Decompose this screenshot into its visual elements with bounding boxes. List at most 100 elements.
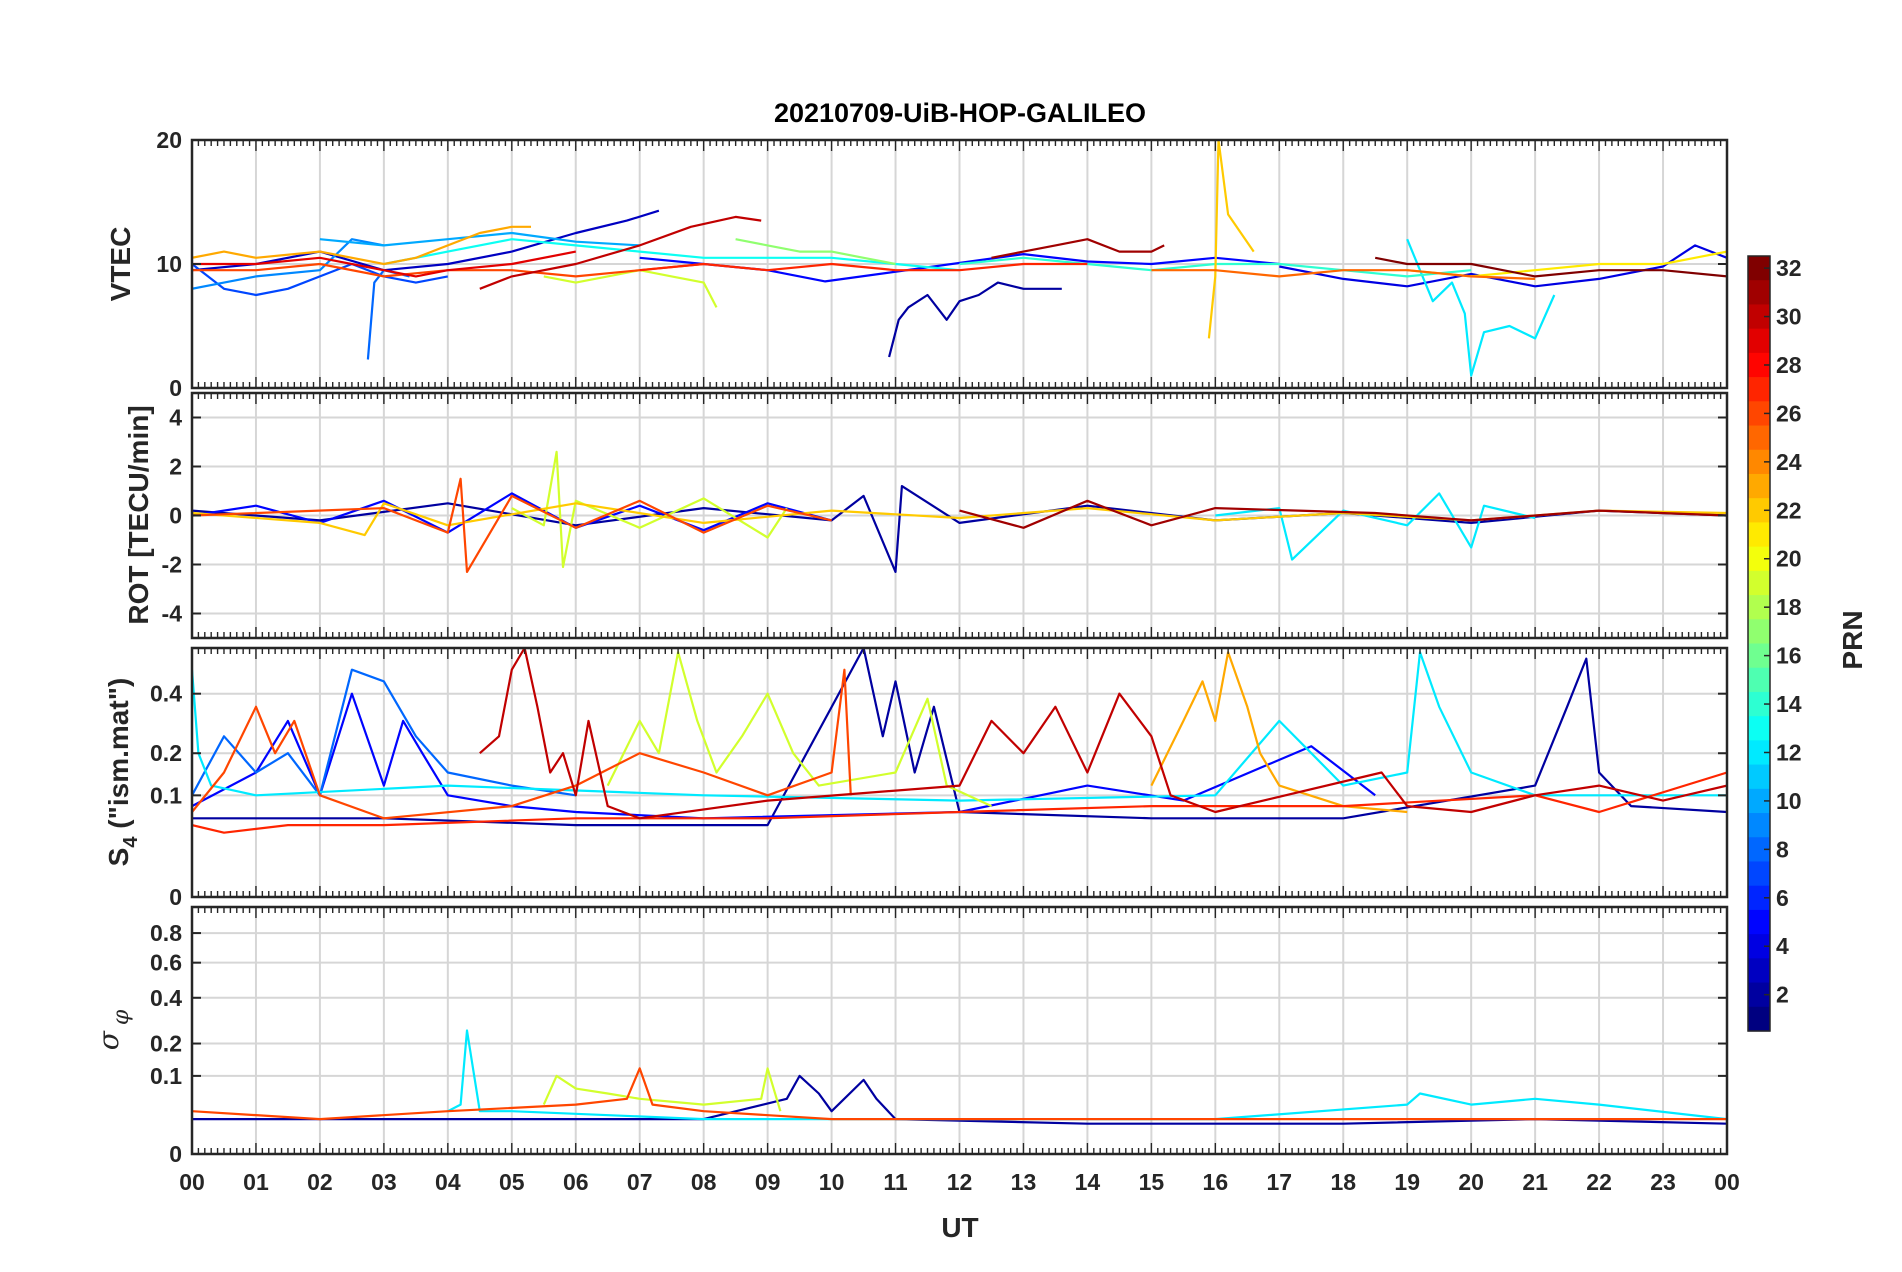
colorbar-segment: [1748, 788, 1770, 814]
x-tick-label: 00: [179, 1169, 205, 1195]
series-line-s4-prn-23: [1150, 651, 1408, 814]
x-tick-label: 16: [1203, 1169, 1229, 1195]
x-tick-label: 20: [1458, 1169, 1484, 1195]
colorbar-segment: [1748, 546, 1770, 572]
y-axis-label-vtec: VTEC: [105, 227, 136, 302]
x-tick-label: 22: [1586, 1169, 1612, 1195]
colorbar-segment: [1748, 256, 1770, 281]
series-line-vtec-prn-4: [1279, 244, 1727, 288]
x-tick-label: 17: [1266, 1169, 1292, 1195]
series-layer: [192, 140, 1727, 1125]
series-line-vtec-prn-31: [991, 238, 1165, 259]
colorbar-tick-label: 20: [1776, 546, 1802, 572]
series-line-s4-prn-8: [192, 668, 576, 797]
series-group-vtec: [192, 140, 1727, 377]
series-line-vtec-prn-8: [366, 269, 410, 360]
series-line-vtec-prn-7: [192, 262, 449, 297]
x-tick-label: 15: [1139, 1169, 1165, 1195]
colorbar-segment: [1748, 1006, 1770, 1032]
colorbar-tick-label: 24: [1776, 449, 1802, 475]
series-line-vtec-prn-30: [479, 215, 762, 290]
series-line-s4-prn-26: [192, 668, 852, 820]
x-tick-label: 21: [1522, 1169, 1548, 1195]
x-tick-label: 04: [435, 1169, 461, 1195]
y-tick-label: 0.1: [150, 1063, 182, 1089]
series-line-rot-prn-31: [959, 499, 1727, 529]
colorbar-segment: [1748, 691, 1770, 717]
series-line-s4-prn-12: [192, 651, 1727, 802]
y-tick-label: 0: [169, 1141, 182, 1167]
y-axis-label-s4-main: S: [103, 848, 134, 867]
y-axis-label-s4-rest: ("ism.mat"): [103, 678, 134, 837]
series-line-vtec-prn-17: [735, 238, 896, 266]
y-axis-label-sigma-phi: σφ: [92, 1009, 134, 1050]
series-line-sigma_phi-prn-26: [192, 1067, 1727, 1121]
series-line-vtec-prn-13: [383, 238, 960, 272]
colorbar-tick-label: 10: [1776, 788, 1802, 814]
y-tick-label: 0.6: [150, 950, 182, 976]
colorbar-segment: [1748, 885, 1770, 911]
colorbar-tick-label: 16: [1776, 643, 1802, 669]
series-line-rot-prn-19: [511, 450, 788, 569]
colorbar-segment: [1748, 280, 1770, 306]
x-tick-label: 19: [1394, 1169, 1420, 1195]
colorbar-segment: [1748, 328, 1770, 354]
colorbar-segment: [1748, 522, 1770, 548]
colorbar-segment: [1748, 570, 1770, 596]
y-axis-label-sigma: σ: [92, 1030, 125, 1050]
colorbar-segment: [1748, 667, 1770, 693]
series-line-vtec-prn-29: [192, 250, 577, 278]
tick-label-layer: 01020-4-202400.10.20.400.10.20.40.60.800…: [92, 127, 1740, 1195]
colorbar-segment: [1748, 958, 1770, 984]
series-line-vtec-prn-2: [888, 281, 1062, 358]
x-tick-label: 12: [947, 1169, 973, 1195]
colorbar-segment: [1748, 401, 1770, 427]
y-tick-label: 0: [169, 375, 182, 401]
colorbar-segment: [1748, 909, 1770, 935]
colorbar-segment: [1748, 425, 1770, 451]
x-tick-label: 06: [563, 1169, 589, 1195]
x-axis-label: UT: [941, 1212, 978, 1243]
y-tick-label: 10: [156, 251, 182, 277]
x-tick-label: 14: [1075, 1169, 1101, 1195]
x-tick-label: 08: [691, 1169, 717, 1195]
colorbar-frame: [1747, 255, 1771, 1032]
y-tick-label: 2: [169, 454, 182, 480]
y-tick-label: 0.8: [150, 920, 182, 946]
y-tick-label: 0: [169, 884, 182, 910]
series-line-vtec-prn-22: [1207, 140, 1255, 339]
colorbar-segment: [1748, 861, 1770, 887]
y-tick-label: 4: [169, 405, 182, 431]
colorbar-tick-label: 26: [1776, 400, 1802, 426]
y-tick-label: 0: [169, 503, 182, 529]
series-line-sigma_phi-prn-19: [542, 1067, 782, 1112]
chart-title: 20210709-UiB-HOP-GALILEO: [774, 98, 1146, 128]
colorbar-tick-label: 32: [1776, 255, 1802, 281]
colorbar-segment: [1748, 473, 1770, 499]
colorbar-segment: [1748, 377, 1770, 402]
series-group-sigma_phi: [192, 1029, 1727, 1125]
colorbar-tick-label: 12: [1776, 739, 1802, 765]
x-tick-label: 01: [243, 1169, 269, 1195]
x-tick-label: 23: [1650, 1169, 1676, 1195]
series-line-s4-prn-30: [479, 648, 1727, 820]
x-tick-label: 02: [307, 1169, 333, 1195]
colorbar-segment: [1748, 837, 1770, 863]
colorbar-tick-label: 18: [1776, 594, 1802, 620]
y-tick-label: -4: [162, 601, 183, 627]
series-line-vtec-prn-10: [319, 231, 640, 247]
series-line-rot-prn-12: [1215, 492, 1536, 561]
colorbar-segment: [1748, 982, 1770, 1008]
colorbar-segment: [1748, 716, 1770, 741]
colorbar-segment: [1748, 304, 1770, 330]
colorbar-segment: [1748, 619, 1770, 645]
colorbar-tick-label: 28: [1776, 352, 1802, 378]
colorbar-tick-label: 8: [1776, 836, 1789, 862]
colorbar-segment: [1748, 595, 1770, 620]
colorbar-tick-label: 30: [1776, 304, 1802, 330]
series-line-vtec-prn-12: [1406, 238, 1556, 377]
series-group-s4: [192, 648, 1727, 834]
x-tick-label: 13: [1011, 1169, 1037, 1195]
